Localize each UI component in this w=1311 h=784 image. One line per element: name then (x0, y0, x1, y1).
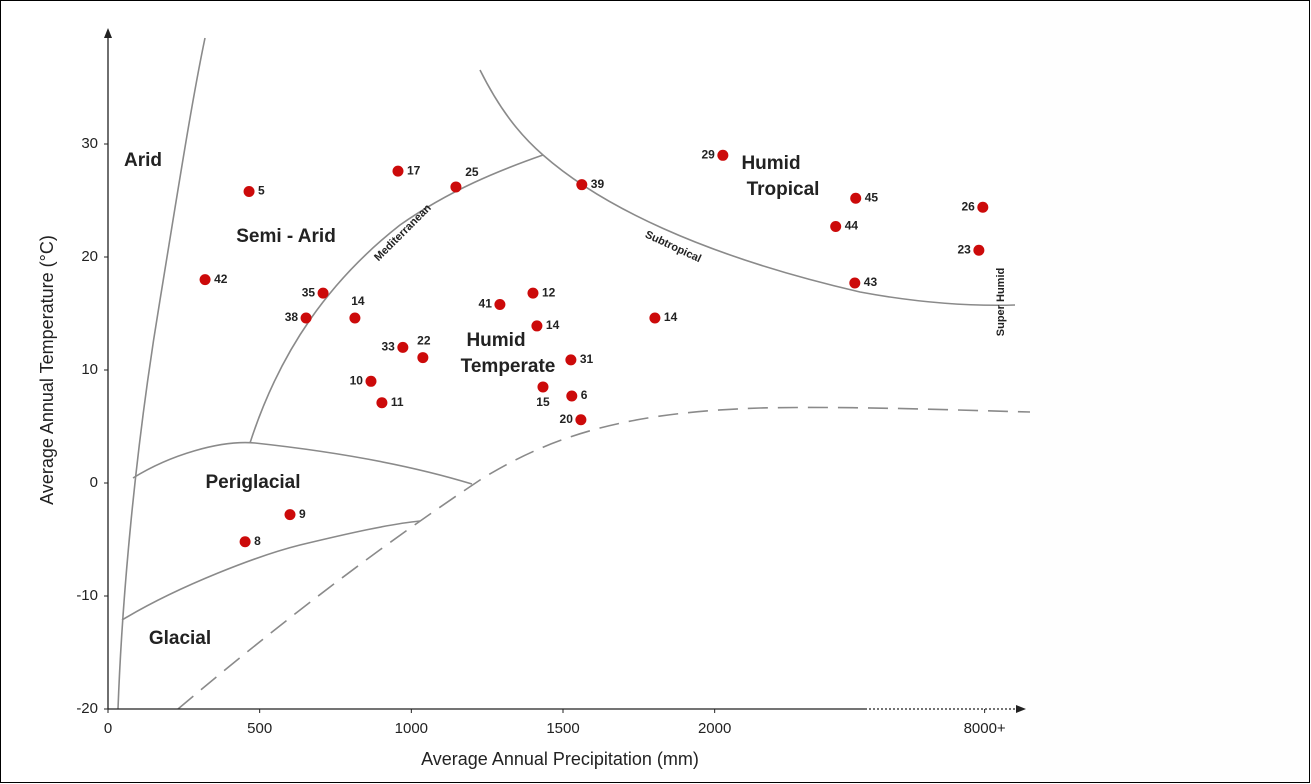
point-label: 38 (285, 310, 299, 324)
subtropical-boundary (479, 69, 1016, 307)
glacial-boundary (121, 520, 421, 621)
point (717, 149, 729, 161)
point-label: 41 (479, 297, 493, 311)
point-label: 25 (465, 165, 479, 179)
point-label: 14 (664, 310, 678, 324)
y-tick-label: 10 (81, 361, 98, 378)
region-label: Arid (124, 150, 162, 171)
periglacial-boundary (132, 441, 473, 485)
region-label: Temperate (461, 356, 556, 377)
point (849, 277, 861, 289)
mediterranean-boundary (249, 154, 544, 444)
point-label: 15 (536, 395, 550, 409)
point (392, 165, 404, 177)
point (365, 375, 377, 387)
region-label: Semi - Arid (236, 226, 336, 247)
x-axis-title: Average Annual Precipitation (mm) (421, 749, 699, 769)
point-label: 20 (560, 412, 574, 426)
x-axis-arrow (1016, 705, 1026, 713)
point (565, 354, 577, 366)
region-label: Tropical (747, 179, 820, 200)
point (397, 341, 409, 353)
point (376, 397, 388, 409)
point (199, 274, 211, 286)
point-label: 10 (350, 373, 364, 387)
point-label: 22 (417, 334, 431, 348)
point-label: 39 (591, 177, 605, 191)
point (284, 509, 296, 521)
point (977, 201, 989, 213)
x-tick-label: 500 (247, 720, 272, 737)
point-label: 9 (299, 507, 306, 521)
point (317, 287, 329, 299)
point-label: 12 (542, 285, 556, 299)
point (575, 414, 587, 426)
point (649, 312, 661, 324)
point (349, 312, 361, 324)
point (494, 298, 506, 310)
point (850, 192, 862, 204)
point (576, 179, 588, 191)
point-label: 14 (546, 318, 560, 332)
y-axis-title: Average Annual Temperature (°C) (37, 235, 57, 505)
point (566, 390, 578, 402)
point-label: 45 (865, 190, 879, 204)
point-label: 8 (254, 534, 261, 548)
y-tick-label: 30 (81, 135, 98, 152)
x-tick-label: 8000+ (964, 720, 1006, 737)
x-tick-label: 2000 (698, 720, 731, 737)
point-label: 44 (845, 219, 859, 233)
point-label: 14 (351, 294, 365, 308)
y-tick-label: 20 (81, 248, 98, 265)
point-label: 33 (381, 340, 395, 354)
point (531, 320, 543, 332)
point-label: 31 (580, 352, 594, 366)
point (300, 312, 312, 324)
y-tick-label: -10 (76, 587, 98, 604)
region-label: Humid (466, 330, 525, 351)
margin (1030, 1, 1309, 782)
point (973, 244, 985, 256)
point (537, 381, 549, 393)
point (417, 352, 429, 364)
y-tick-label: -20 (76, 700, 98, 717)
region-label: Periglacial (205, 472, 300, 493)
region-label: Glacial (149, 628, 211, 649)
point-label: 35 (302, 285, 316, 299)
point (239, 536, 251, 548)
region-label: Humid (741, 153, 800, 174)
point (450, 181, 462, 193)
point-label: 23 (958, 242, 972, 256)
frost-boundary (177, 406, 1031, 710)
point-label: 6 (581, 388, 588, 402)
point (243, 185, 255, 197)
point (830, 220, 842, 232)
point (527, 287, 539, 299)
point-label: 11 (391, 395, 404, 409)
point-label: 17 (407, 163, 421, 177)
x-tick-label: 1500 (546, 720, 579, 737)
y-tick-label: 0 (90, 474, 98, 491)
point-label: 26 (961, 199, 975, 213)
point-label: 5 (258, 184, 265, 198)
y-axis-arrow (104, 28, 112, 38)
point-label: 29 (701, 147, 715, 161)
point-label: 42 (214, 272, 228, 286)
x-tick-label: 0 (104, 720, 112, 737)
boundary-label: Super Humid (995, 268, 1007, 336)
x-tick-label: 1000 (395, 720, 428, 737)
arid-boundary (117, 37, 206, 710)
point-label: 43 (864, 275, 878, 289)
